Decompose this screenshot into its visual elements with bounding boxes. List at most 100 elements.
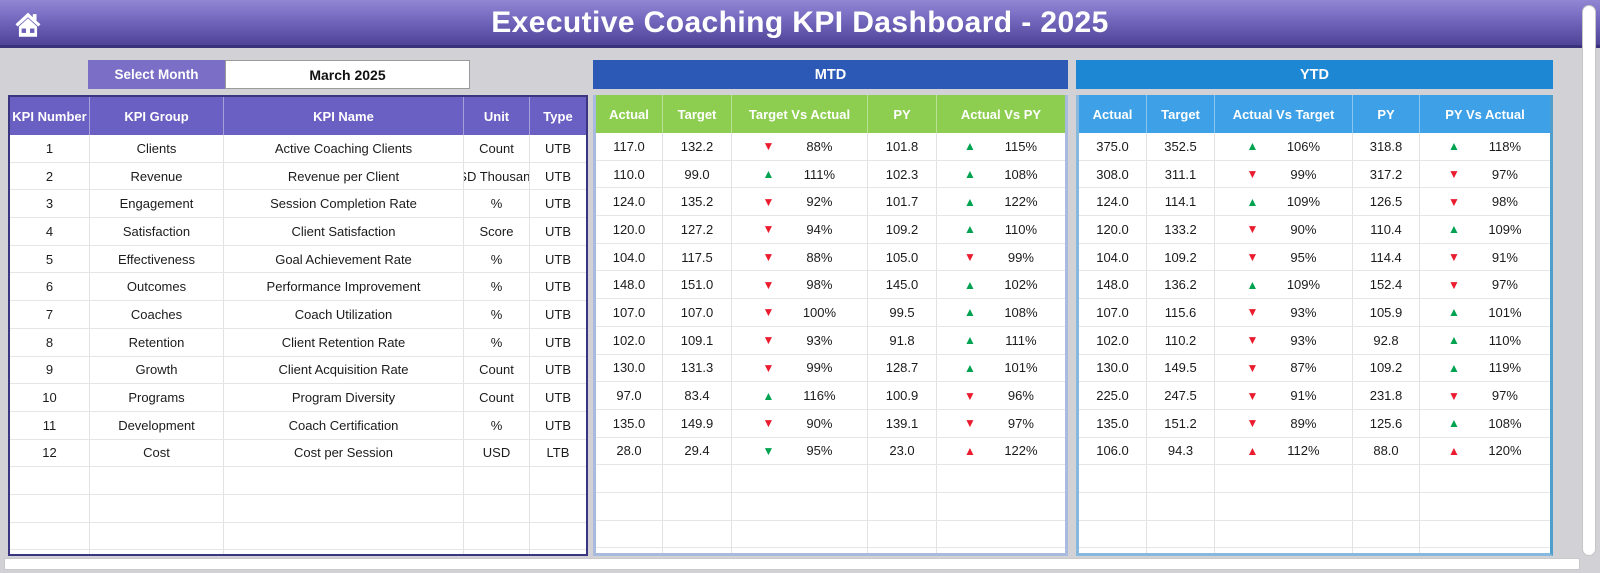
mtd-py-cell: 101.8	[868, 133, 937, 160]
kpi-type-cell: UTB	[545, 168, 571, 184]
percent-value: 96%	[1007, 388, 1034, 404]
ytd-py-cell: 88.0	[1353, 437, 1420, 465]
percent-value: 98%	[806, 277, 833, 293]
ytd-actual-cell	[1079, 465, 1147, 492]
kpi-unit-cell	[464, 550, 530, 554]
ytd-py-vs-actual-cell: ▲ 108%	[1420, 410, 1550, 437]
selected-month-field[interactable]: March 2025	[225, 60, 470, 89]
ytd-actual-cell: 308.0	[1079, 160, 1147, 188]
kpi-number-cell: 7	[10, 301, 90, 328]
ytd-py-vs-actual-cell: ▼ 97%	[1420, 382, 1550, 409]
mtd-target-vs-actual-cell: ▼ 88%	[732, 133, 868, 160]
table-row: 28.0 29.4 ▼ 95% 23.0 ▲ 122%	[596, 437, 1065, 466]
home-icon	[15, 12, 41, 37]
kpi-type-cell: UTB	[545, 223, 571, 239]
table-row: 148.0 151.0 ▼ 98% 145.0 ▲ 102%	[596, 271, 1065, 300]
percent-value: 90%	[806, 415, 833, 431]
ytd-py-vs-actual-cell: ▲ 110%	[1420, 327, 1550, 354]
mtd-target-cell: 151.0	[663, 271, 732, 299]
ytd-actual-cell: 104.0	[1079, 243, 1147, 271]
up-triangle-icon: ▲	[1246, 443, 1259, 458]
up-triangle-icon: ▲	[1448, 333, 1460, 348]
table-row	[596, 492, 1065, 521]
table-row	[10, 467, 586, 495]
vertical-scrollbar[interactable]	[1582, 5, 1596, 556]
percent-value: 115%	[1004, 138, 1038, 154]
kpi-type-cell	[530, 495, 586, 522]
table-row: 124.0 114.1 ▲ 109% 126.5 ▼ 98%	[1079, 188, 1550, 217]
down-triangle-icon: ▼	[1448, 250, 1460, 265]
ytd-target-cell	[1147, 520, 1215, 548]
ytd-py-vs-actual-cell	[1420, 548, 1550, 553]
mtd-target-cell: 149.9	[663, 409, 732, 437]
kpi-group-cell	[90, 550, 224, 554]
up-triangle-icon: ▲	[1246, 194, 1259, 209]
kpi-name-cell: Performance Improvement	[224, 273, 464, 301]
percent-value: 106%	[1286, 138, 1321, 154]
ytd-header-target: Target	[1147, 95, 1215, 133]
down-triangle-icon: ▼	[1448, 167, 1460, 182]
table-row: 308.0 311.1 ▼ 99% 317.2 ▼ 97%	[1079, 160, 1550, 189]
percent-value: 95%	[1290, 249, 1317, 265]
home-button[interactable]	[8, 4, 48, 44]
kpi-type-cell: UTB	[545, 196, 571, 212]
down-triangle-icon: ▼	[1246, 167, 1259, 182]
kpi-unit-cell: %	[464, 245, 530, 273]
kpi-table: KPI Number KPI Group KPI Name Unit Type …	[8, 95, 588, 556]
mtd-target-cell: 132.2	[663, 133, 732, 160]
kpi-group-cell: Programs	[90, 384, 224, 411]
ytd-target-cell: 109.2	[1147, 243, 1215, 271]
mtd-actual-vs-py-cell	[937, 521, 1065, 548]
kpi-type-cell: UTB	[545, 140, 571, 156]
down-triangle-icon: ▼	[762, 250, 775, 265]
kpi-type-cell: UTB	[545, 362, 571, 378]
mtd-target-vs-actual-cell: ▲ 111%	[732, 160, 868, 188]
table-row	[10, 522, 586, 551]
percent-value: 91%	[1290, 388, 1317, 404]
mtd-actual-cell: 120.0	[596, 216, 663, 243]
mtd-actual-vs-py-cell	[937, 493, 1065, 520]
mtd-target-vs-actual-cell	[732, 520, 868, 548]
mtd-target-vs-actual-cell: ▼ 99%	[732, 354, 868, 382]
kpi-number-cell: 2	[10, 162, 90, 190]
kpi-name-cell	[224, 522, 464, 550]
percent-value: 95%	[806, 443, 833, 459]
ytd-actual-vs-target-cell: ▼ 93%	[1215, 299, 1353, 326]
kpi-number-cell	[10, 467, 90, 494]
percent-value: 116%	[803, 388, 836, 404]
mtd-py-cell	[868, 492, 937, 520]
ytd-target-cell: 352.5	[1147, 133, 1215, 160]
select-month-button[interactable]: Select Month	[88, 60, 225, 89]
mtd-actual-cell	[596, 548, 663, 553]
mtd-py-cell: 105.0	[868, 243, 937, 271]
ytd-actual-vs-target-cell	[1215, 520, 1353, 548]
percent-value: 110%	[1004, 221, 1038, 237]
kpi-unit-cell: USD Thousands	[464, 162, 530, 190]
ytd-py-cell	[1353, 465, 1420, 492]
percent-value: 111%	[1005, 332, 1037, 348]
kpi-table-body: 1 Clients Active Coaching Clients Count UTB 2…	[10, 135, 586, 554]
kpi-name-cell: Coach Utilization	[224, 301, 464, 328]
kpi-unit-cell: Score	[464, 218, 530, 245]
mtd-actual-cell: 102.0	[596, 326, 663, 354]
kpi-type-cell: UTB	[545, 251, 571, 267]
table-row: 225.0 247.5 ▼ 91% 231.8 ▼ 97%	[1079, 382, 1550, 410]
mtd-actual-vs-py-cell: ▲ 102%	[937, 271, 1065, 298]
table-row: 6 Outcomes Performance Improvement% UTB	[10, 273, 586, 302]
mtd-target-cell: 127.2	[663, 216, 732, 243]
mtd-header-actual-vs-py: Actual Vs PY	[960, 106, 1042, 122]
horizontal-scrollbar[interactable]	[4, 558, 1580, 570]
kpi-name-cell	[224, 550, 464, 554]
kpi-name-cell: Client Retention Rate	[224, 328, 464, 356]
kpi-group-cell: Cost	[90, 439, 224, 467]
percent-value: 91%	[1491, 249, 1518, 265]
percent-value: 90%	[1290, 221, 1317, 237]
ytd-py-cell	[1353, 492, 1420, 520]
table-row: 120.0 127.2 ▼ 94% 109.2 ▲ 110%	[596, 216, 1065, 244]
table-row: 130.0 131.3 ▼ 99% 128.7 ▲ 101%	[596, 354, 1065, 383]
ytd-py-cell: 231.8	[1353, 382, 1420, 409]
percent-value: 122%	[1004, 194, 1038, 210]
up-triangle-icon: ▲	[1448, 443, 1460, 458]
kpi-number-cell: 9	[10, 356, 90, 384]
mtd-actual-vs-py-cell	[937, 548, 1065, 553]
